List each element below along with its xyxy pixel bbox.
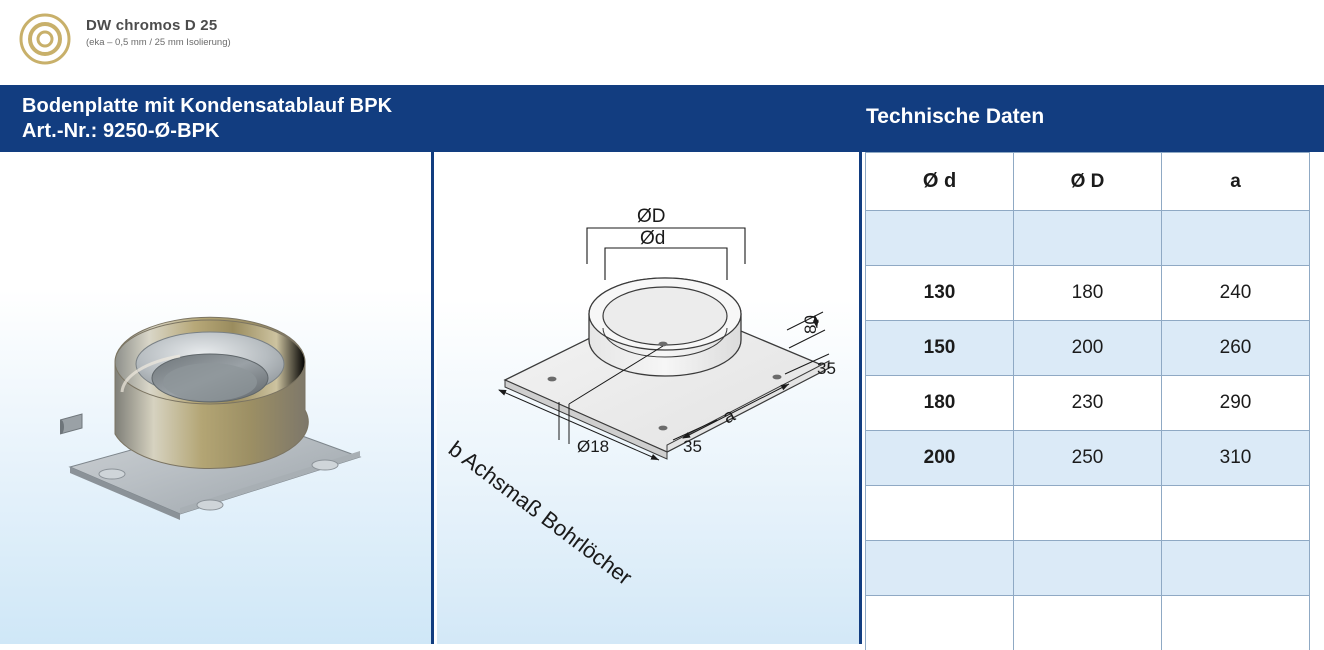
content-area: ØD Ød 80 35 35 a bbox=[0, 152, 1324, 650]
cell-D: 180 bbox=[1013, 265, 1162, 321]
brand-subtitle: (eka – 0,5 mm / 25 mm Isolierung) bbox=[86, 37, 231, 48]
cell-D bbox=[1013, 485, 1162, 541]
cell-D bbox=[1013, 210, 1162, 266]
technical-data-table-panel: Ø d Ø D a 130 180 240 bbox=[865, 152, 1324, 650]
cell-a bbox=[1161, 595, 1310, 650]
drawing-label-inner-diameter: Ød bbox=[640, 228, 665, 249]
technical-drawing: ØD Ød 80 35 35 a bbox=[437, 152, 859, 644]
table-row: 150 200 260 bbox=[865, 320, 1310, 376]
concentric-rings-icon bbox=[18, 12, 72, 66]
cell-a: 310 bbox=[1161, 430, 1310, 486]
cell-d: 180 bbox=[865, 375, 1014, 431]
cell-d bbox=[865, 540, 1014, 596]
product-photo-panel bbox=[0, 152, 434, 644]
drawing-label-35-right: 35 bbox=[817, 359, 836, 378]
table-row bbox=[865, 485, 1310, 541]
article-number: Art.-Nr.: 9250-Ø-BPK bbox=[22, 120, 220, 142]
technical-data-table: Ø d Ø D a 130 180 240 bbox=[865, 152, 1310, 650]
brand-bar: DW chromos D 25 (eka – 0,5 mm / 25 mm Is… bbox=[0, 0, 1324, 78]
technical-drawing-panel: ØD Ød 80 35 35 a bbox=[437, 152, 862, 644]
header-band: Bodenplatte mit Kondensatablauf BPK Art.… bbox=[0, 82, 1324, 152]
drawing-label-35-bottom: 35 bbox=[683, 437, 702, 456]
column-header-d: Ø d bbox=[865, 152, 1014, 211]
column-header-D: Ø D bbox=[1013, 152, 1162, 211]
cell-d: 150 bbox=[865, 320, 1014, 376]
table-row: 180 230 290 bbox=[865, 375, 1310, 431]
cell-a bbox=[1161, 540, 1310, 596]
drawing-label-80: 80 bbox=[801, 315, 820, 334]
cell-d: 200 bbox=[865, 430, 1014, 486]
cell-d bbox=[865, 210, 1014, 266]
cell-a: 290 bbox=[1161, 375, 1310, 431]
cell-d bbox=[865, 595, 1014, 650]
drawing-label-hole-diameter: Ø18 bbox=[577, 437, 609, 456]
table-header-row: Ø d Ø D a bbox=[865, 152, 1310, 211]
cell-D: 230 bbox=[1013, 375, 1162, 431]
cell-a bbox=[1161, 210, 1310, 266]
cell-D: 200 bbox=[1013, 320, 1162, 376]
cell-d: 130 bbox=[865, 265, 1014, 321]
cell-a: 240 bbox=[1161, 265, 1310, 321]
cell-a: 260 bbox=[1161, 320, 1310, 376]
cell-D bbox=[1013, 540, 1162, 596]
cell-D: 250 bbox=[1013, 430, 1162, 486]
cell-a bbox=[1161, 485, 1310, 541]
table-heading: Technische Daten bbox=[866, 105, 1045, 128]
table-row bbox=[865, 595, 1310, 650]
table-row bbox=[865, 210, 1310, 266]
drawing-label-axis-note: b Achsmaß Bohrlöcher bbox=[444, 436, 637, 590]
table-row: 200 250 310 bbox=[865, 430, 1310, 486]
product-name: Bodenplatte mit Kondensatablauf BPK bbox=[22, 95, 393, 117]
drawing-label-outer-diameter: ØD bbox=[637, 206, 666, 227]
column-header-a: a bbox=[1161, 152, 1310, 211]
brand-text-block: DW chromos D 25 (eka – 0,5 mm / 25 mm Is… bbox=[86, 17, 231, 49]
table-row: 130 180 240 bbox=[865, 265, 1310, 321]
header-product-block: Bodenplatte mit Kondensatablauf BPK Art.… bbox=[22, 94, 392, 144]
table-row bbox=[865, 540, 1310, 596]
cell-d bbox=[865, 485, 1014, 541]
bodenplatte-product-photo bbox=[58, 252, 380, 557]
brand-title: DW chromos D 25 bbox=[86, 17, 218, 34]
cell-D bbox=[1013, 595, 1162, 650]
